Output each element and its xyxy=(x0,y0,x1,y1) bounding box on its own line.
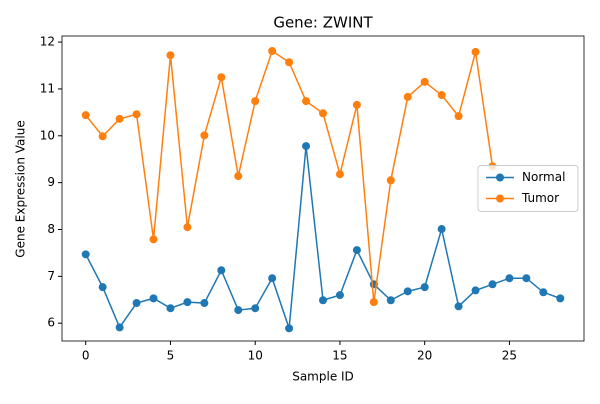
data-point xyxy=(115,323,124,332)
data-point xyxy=(302,97,311,106)
data-point xyxy=(285,58,294,67)
data-point xyxy=(81,111,90,120)
data-point xyxy=(352,100,361,109)
data-point xyxy=(81,250,90,259)
data-point xyxy=(234,306,243,315)
y-tick-label: 10 xyxy=(40,128,55,142)
x-tick-label: 0 xyxy=(82,349,90,363)
data-point xyxy=(437,225,446,234)
data-point xyxy=(115,114,124,123)
data-point xyxy=(386,176,395,185)
legend-marker xyxy=(496,173,504,182)
data-point xyxy=(403,92,412,101)
y-tick-label: 12 xyxy=(40,35,55,49)
data-point xyxy=(319,109,327,118)
data-point xyxy=(268,46,277,55)
data-point xyxy=(98,132,107,141)
legend-label: Tumor xyxy=(521,191,559,205)
data-point xyxy=(166,304,175,313)
data-point xyxy=(234,172,243,181)
data-point xyxy=(200,299,209,308)
y-axis-label: Gene Expression Value xyxy=(14,120,28,257)
data-point xyxy=(454,112,463,121)
data-point xyxy=(335,170,344,179)
data-point xyxy=(217,73,226,82)
data-point xyxy=(251,97,260,106)
data-point xyxy=(149,294,158,303)
data-point xyxy=(166,51,175,60)
data-point xyxy=(352,246,361,255)
x-tick-label: 20 xyxy=(417,349,432,363)
data-point xyxy=(556,294,565,303)
x-tick-label: 15 xyxy=(332,349,347,363)
data-point xyxy=(132,110,141,119)
y-tick-label: 8 xyxy=(47,222,55,236)
data-point xyxy=(403,287,412,296)
data-point xyxy=(285,324,294,333)
legend-marker xyxy=(496,194,504,203)
y-tick-label: 11 xyxy=(40,81,55,95)
data-point xyxy=(437,91,446,100)
plot-frame xyxy=(61,35,585,342)
data-point xyxy=(319,296,327,305)
data-point xyxy=(183,298,192,307)
data-point xyxy=(454,302,463,311)
data-point xyxy=(251,304,260,313)
data-point xyxy=(539,288,548,297)
y-tick-label: 7 xyxy=(47,269,55,283)
data-point xyxy=(488,280,497,289)
data-point xyxy=(132,299,141,308)
legend-label: Normal xyxy=(522,170,565,184)
data-point xyxy=(522,274,531,283)
data-point xyxy=(268,274,277,283)
data-point xyxy=(369,298,378,307)
data-point xyxy=(471,286,480,295)
data-point xyxy=(98,283,107,292)
data-point xyxy=(420,77,429,86)
legend: Normal Tumor xyxy=(477,165,579,212)
data-point xyxy=(149,235,158,244)
data-point xyxy=(200,131,209,140)
y-tick-label: 9 xyxy=(47,175,55,189)
y-tick-label: 6 xyxy=(47,316,55,330)
data-point xyxy=(302,142,311,151)
data-point xyxy=(386,296,395,305)
data-point xyxy=(335,291,344,300)
x-tick-label: 10 xyxy=(248,349,263,363)
data-point xyxy=(420,283,429,292)
data-point xyxy=(183,223,192,232)
data-point xyxy=(471,47,480,56)
x-tick-label: 5 xyxy=(167,349,175,363)
data-point xyxy=(505,274,514,283)
x-axis-label: Sample ID xyxy=(292,370,354,384)
data-point xyxy=(217,266,226,275)
chart-title: Gene: ZWINT xyxy=(273,14,373,32)
x-tick-label: 25 xyxy=(502,349,517,363)
